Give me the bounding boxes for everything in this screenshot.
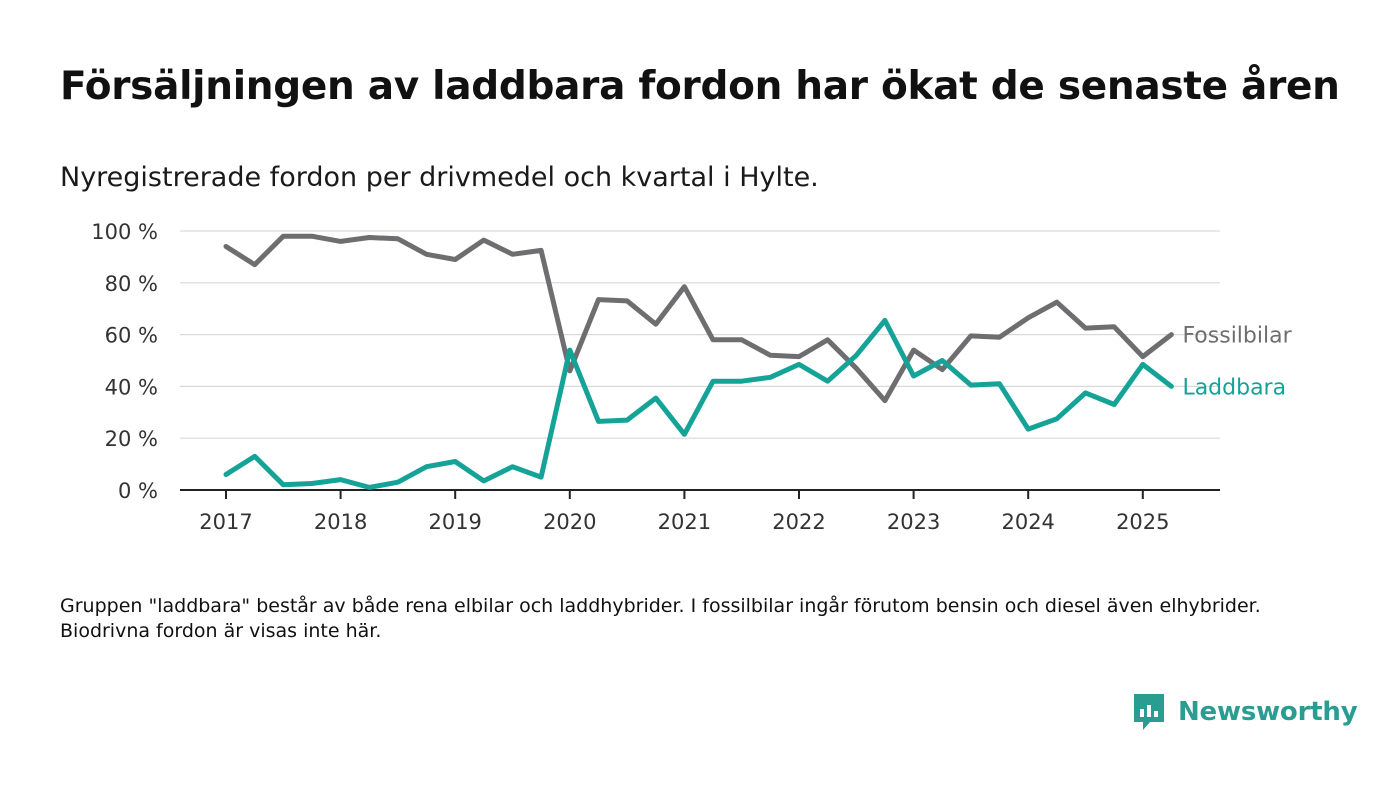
- y-tick-label: 100 %: [91, 220, 158, 244]
- brand-logo: Newsworthy: [1132, 690, 1358, 734]
- x-tick-label: 2024: [1001, 510, 1054, 534]
- x-tick-label: 2025: [1116, 510, 1169, 534]
- chart-title: Försäljningen av laddbara fordon har öka…: [60, 64, 1340, 109]
- y-tick-label: 40 %: [105, 375, 158, 399]
- x-axis-ticks: 2017 2018 2019 2020 2021 2022 2023 2024 2025: [199, 490, 1170, 534]
- x-tick-label: 2023: [887, 510, 940, 534]
- footnote: Gruppen "laddbara" består av både rena e…: [60, 595, 1261, 642]
- y-tick-label: 60 %: [105, 324, 158, 348]
- y-axis-tick-labels: 0 % 20 % 40 % 60 % 80 % 100 %: [91, 220, 158, 503]
- series-labels: Fossilbilar Laddbara: [1182, 324, 1292, 401]
- series-label-laddbara: Laddbara: [1182, 375, 1286, 400]
- x-tick-label: 2018: [314, 510, 367, 534]
- series-label-fossilbilar: Fossilbilar: [1182, 324, 1292, 349]
- x-tick-label: 2022: [772, 510, 825, 534]
- series-line-fossilbilar: [223, 233, 1174, 404]
- series-lines: [223, 233, 1174, 490]
- x-tick-label: 2017: [199, 510, 252, 534]
- y-tick-label: 20 %: [105, 427, 158, 451]
- gridlines: [180, 230, 1220, 491]
- x-tick-label: 2019: [428, 510, 481, 534]
- x-tick-label: 2020: [543, 510, 596, 534]
- y-tick-label: 80 %: [105, 272, 158, 296]
- series-line-laddbara: [223, 317, 1174, 490]
- bar-chart-speech-bubble-icon: [1134, 694, 1164, 730]
- brand-name: Newsworthy: [1178, 697, 1358, 727]
- chart-subtitle: Nyregistrerade fordon per drivmedel och …: [60, 162, 819, 193]
- y-tick-label: 0 %: [118, 479, 158, 503]
- x-tick-label: 2021: [658, 510, 711, 534]
